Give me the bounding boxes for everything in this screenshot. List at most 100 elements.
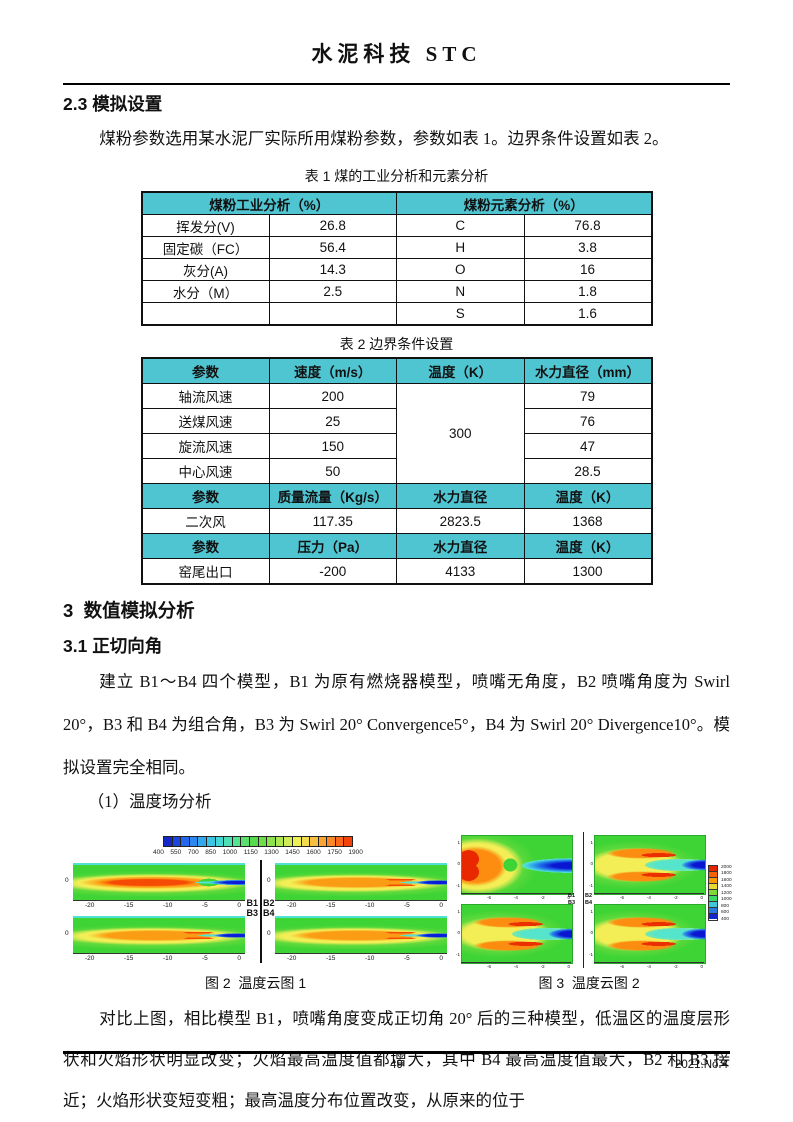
figure3-panel-divider: [583, 831, 585, 968]
tick-label: -4: [646, 894, 651, 900]
cell: 固定碳（FC）: [141, 236, 270, 259]
table1-header-elemental: 煤粉元素分析（%）: [396, 191, 652, 215]
analysis-paragraph: 对比上图，相比模型 B1，喷嘴角度变成正切角 20° 后的三种模型，低温区的温度…: [63, 1008, 730, 1110]
cell: 16: [523, 258, 652, 281]
cell: 灰分(A): [141, 258, 270, 281]
tick-label: 0: [590, 930, 593, 935]
figure2-label-b4: B4: [263, 907, 275, 918]
tick-label: -2: [673, 963, 678, 969]
tick-label: -5: [202, 954, 208, 962]
header-cell: 质量流量（Kg/s）: [268, 483, 397, 509]
color-swatch: [335, 836, 345, 846]
tick-label: -20: [287, 901, 297, 909]
figure3-panel-b4: [594, 903, 706, 964]
figure2-xaxis-b4: -20 -15 -10 -5 0: [275, 952, 447, 962]
tick-label: -4: [646, 963, 651, 969]
tick-label: -2: [673, 894, 678, 900]
tick-label: -1: [455, 951, 460, 957]
tick-label: -20: [85, 901, 95, 909]
section-3-heading: 3 数值模拟分析: [63, 600, 195, 621]
color-swatch: [709, 865, 717, 872]
section-2-3-heading: 2.3 模拟设置: [63, 94, 163, 114]
tick-label: -20: [85, 954, 95, 962]
tick-label: 0: [237, 954, 241, 962]
tick-label: 0: [439, 901, 443, 909]
header-cell: 水力直径（mm）: [523, 357, 652, 384]
header-rule: [63, 83, 730, 85]
tick-label: 1400: [721, 884, 732, 889]
color-swatch: [344, 836, 353, 846]
header-cell: 温度（K）: [523, 533, 652, 559]
table1-header-row: 煤粉工业分析（%） 煤粉元素分析（%）: [141, 191, 652, 215]
tick-label: -2: [540, 894, 545, 900]
figure3-label-b1: B1: [568, 892, 576, 899]
color-swatch: [189, 836, 199, 846]
cell: 4133: [396, 558, 525, 585]
figure2-xaxis-b1: -20 -15 -10 -5 0: [73, 899, 245, 909]
cell: 50: [268, 458, 397, 484]
tick-label: -5: [404, 901, 410, 909]
intro-paragraph: 煤粉参数选用某水泥厂实际所用煤粉参数，参数如表 1。边界条件设置如表 2。: [99, 129, 669, 148]
cell: C: [396, 214, 525, 237]
tick-label: -4: [513, 894, 518, 900]
figure2-y-tick: 0: [65, 929, 69, 937]
table1-header-industrial: 煤粉工业分析（%）: [141, 191, 397, 215]
tick-label: 0: [457, 861, 460, 866]
figure2-label-b1: B1: [246, 897, 258, 908]
cell: 挥发分(V): [141, 214, 270, 237]
cell: 水分（M）: [141, 280, 270, 303]
tick-label: -5: [404, 954, 410, 962]
tick-label: 700: [187, 848, 199, 856]
table-row: 固定碳（FC） 56.4 H 3.8: [141, 236, 652, 259]
cell: [141, 302, 270, 326]
color-swatch: [709, 896, 717, 903]
tick-label: -1: [588, 882, 593, 888]
color-swatch: [232, 836, 242, 846]
cell: 76.8: [523, 214, 652, 237]
color-swatch: [249, 836, 259, 846]
issue-label: 2021.No.4: [674, 1059, 728, 1071]
color-swatch: [318, 836, 328, 846]
color-swatch: [709, 902, 717, 909]
tick-label: 0: [700, 963, 703, 969]
color-swatch: [709, 914, 717, 920]
header-cell: 水力直径: [396, 483, 525, 509]
tick-label: 1: [590, 908, 593, 914]
cell: 47: [523, 433, 652, 459]
tick-label: 1450: [285, 848, 300, 856]
figure3-yaxis-b2: 1 0 -1: [588, 840, 593, 888]
tick-label: 0: [700, 894, 703, 900]
tick-label: -15: [326, 901, 336, 909]
figure3-label-b2: B2: [585, 892, 593, 899]
table-row: 送煤风速 25 76: [141, 408, 652, 434]
figures-row: 400 550 700 850 1000 1150 1300 1450 1600 1750 1900…: [63, 831, 732, 972]
figure2-panel-b4: [275, 915, 447, 953]
table-row: 二次风 117.35 2823.5 1368: [141, 508, 652, 534]
tick-label: -6: [620, 963, 625, 969]
cell: -200: [268, 558, 397, 585]
figure3-caption: 图 3 温度云图 2: [538, 974, 640, 991]
cell: 3.8: [523, 236, 652, 259]
figure3-yaxis-b4: 1 0 -1: [588, 909, 593, 957]
tick-label: 0: [457, 930, 460, 935]
tick-label: -10: [365, 954, 375, 962]
page-number: 49: [390, 1059, 403, 1071]
figure2-y-tick: 0: [267, 929, 271, 937]
color-swatch: [709, 877, 717, 884]
table-row: S 1.6: [141, 302, 652, 326]
tick-label: 1600: [306, 848, 321, 856]
tick-label: -10: [163, 901, 173, 909]
tick-label: 0: [567, 963, 570, 969]
color-swatch: [198, 836, 207, 846]
cell: 2823.5: [396, 508, 525, 534]
cell: 76: [523, 408, 652, 434]
cell: 中心风速: [141, 458, 270, 484]
cell: 1.6: [523, 302, 652, 326]
tick-label: -15: [124, 901, 134, 909]
cell: N: [396, 280, 525, 303]
tick-label: -4: [513, 963, 518, 969]
tick-label: 1000: [721, 897, 732, 902]
figure2-panel-divider: [260, 859, 262, 963]
tick-label: 1150: [243, 848, 258, 856]
tick-label: 1200: [721, 890, 732, 896]
